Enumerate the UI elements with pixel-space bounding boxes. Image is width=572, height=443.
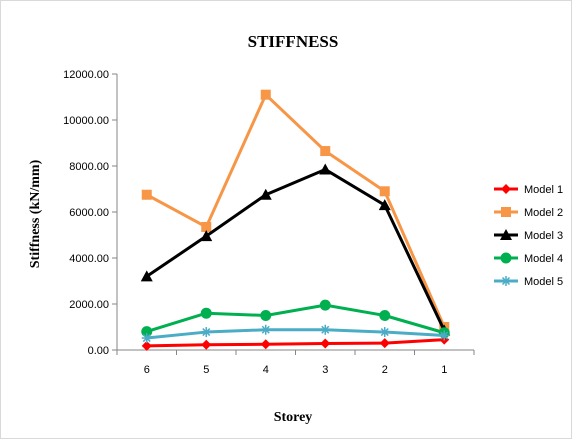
data-point-model-5 xyxy=(320,324,331,335)
legend-label: Model 3 xyxy=(524,230,563,242)
data-point-model-5 xyxy=(439,330,450,341)
plot-area: 0.00 2000.00 4000.00 6000.00 8000.00 10000.00… xyxy=(63,69,475,376)
y-tick-label: 2000.00 xyxy=(69,299,109,311)
series-line-model-3 xyxy=(145,167,446,332)
data-point-model-1 xyxy=(320,338,331,349)
legend-label: Model 2 xyxy=(524,207,563,219)
series-line-model-2 xyxy=(146,93,446,328)
legend-item-model-5: Model 5 xyxy=(494,276,563,288)
x-tick-label: 1 xyxy=(441,364,447,376)
x-tick-label: 2 xyxy=(382,364,388,376)
legend-label: Model 4 xyxy=(524,253,563,265)
data-point-model-5 xyxy=(379,327,390,338)
data-point-model-2 xyxy=(320,146,331,157)
y-tick-label: 0.00 xyxy=(88,345,109,357)
data-point-model-3 xyxy=(378,199,391,211)
legend: Model 1 Model 2 Model 3 Model 4 Model 5 xyxy=(494,184,563,288)
legend-marker xyxy=(500,252,512,264)
x-tick-label: 6 xyxy=(144,364,150,376)
legend-label: Model 1 xyxy=(524,184,563,196)
data-point-model-5 xyxy=(201,327,212,338)
data-point-model-4 xyxy=(319,299,331,311)
y-tick-label: 6000.00 xyxy=(69,207,109,219)
data-point-model-2 xyxy=(201,221,212,232)
legend-marker xyxy=(501,184,511,194)
data-point-model-3 xyxy=(200,230,213,242)
data-point-model-2 xyxy=(141,189,152,200)
data-point-model-2 xyxy=(379,186,390,197)
legend-marker xyxy=(500,229,512,240)
series-line-model-5 xyxy=(146,328,445,340)
data-point-model-3 xyxy=(319,163,332,175)
data-point-model-3 xyxy=(259,188,272,200)
legend-label: Model 5 xyxy=(524,276,563,288)
legend-item-model-1: Model 1 xyxy=(494,184,563,196)
data-point-model-4 xyxy=(260,310,272,321)
data-point-model-5 xyxy=(260,324,271,335)
data-point-model-1 xyxy=(379,338,390,349)
y-tick-label: 8000.00 xyxy=(69,161,109,173)
data-point-model-3 xyxy=(140,270,153,282)
series-line-model-4 xyxy=(146,303,445,335)
legend-item-model-3: Model 3 xyxy=(494,229,563,242)
x-tick-label: 4 xyxy=(263,364,269,376)
data-point-model-1 xyxy=(260,339,271,350)
x-tick-label: 5 xyxy=(203,364,209,376)
chart-title: STIFFNESS xyxy=(248,32,339,51)
x-axis-title: Storey xyxy=(274,410,313,425)
data-point-model-2 xyxy=(260,89,271,100)
legend-item-model-4: Model 4 xyxy=(494,252,563,265)
y-tick-label: 4000.00 xyxy=(69,253,109,265)
data-point-model-1 xyxy=(141,340,152,351)
data-point-model-5 xyxy=(141,333,152,344)
y-tick-label: 12000.00 xyxy=(63,69,109,81)
y-tick-label: 10000.00 xyxy=(63,115,109,127)
data-point-model-4 xyxy=(200,307,212,319)
series-line-model-1 xyxy=(146,338,445,348)
y-axis-title: Stiffness (kN/mm) xyxy=(28,159,43,268)
x-tick-label: 3 xyxy=(322,364,328,376)
data-point-model-1 xyxy=(201,339,212,350)
legend-item-model-2: Model 2 xyxy=(494,207,563,219)
legend-marker xyxy=(501,207,511,217)
legend-marker xyxy=(501,276,511,286)
data-point-model-4 xyxy=(379,310,391,321)
